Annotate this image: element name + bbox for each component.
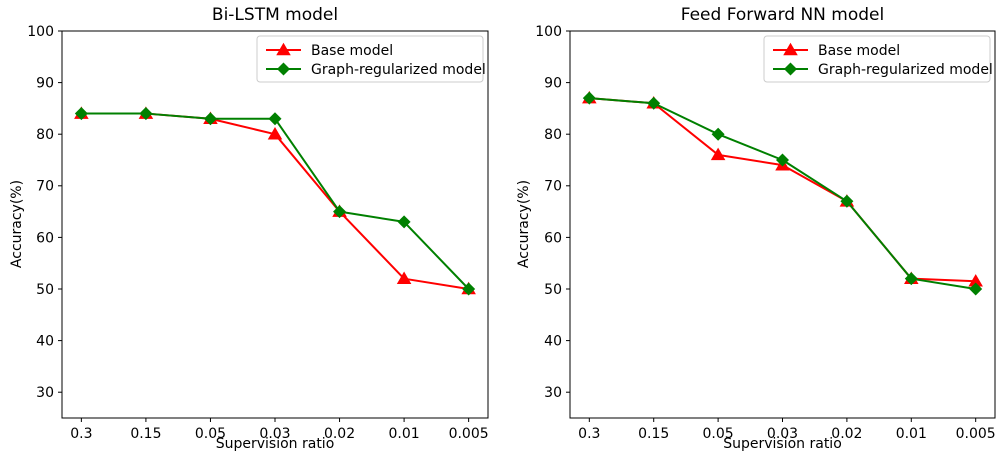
x-tick-label: 0.3 xyxy=(70,426,92,442)
legend-entry-label: Base model xyxy=(311,43,393,59)
x-tick-label: 0.03 xyxy=(259,426,290,442)
series-marker xyxy=(396,271,412,284)
legend-box xyxy=(763,35,991,83)
series-marker xyxy=(139,107,153,121)
y-tick-label: 50 xyxy=(36,282,54,298)
y-tick-label: 70 xyxy=(544,179,562,195)
series-marker xyxy=(268,112,282,126)
legend-box xyxy=(256,35,484,83)
series-marker xyxy=(969,282,983,296)
x-tick-label: 0.03 xyxy=(767,426,798,442)
series-marker xyxy=(397,215,411,229)
series-line xyxy=(589,97,976,283)
series-marker xyxy=(775,153,790,167)
x-tick-label: 0.02 xyxy=(324,426,355,442)
series-marker xyxy=(710,147,726,161)
legend-entry-label: Base model xyxy=(818,43,900,59)
legend-marker xyxy=(276,42,291,56)
y-tick-label: 50 xyxy=(544,282,562,298)
series-marker xyxy=(74,107,88,121)
y-tick-label: 90 xyxy=(36,76,54,92)
y-tick-label: 70 xyxy=(36,179,54,195)
plot-border xyxy=(61,30,489,419)
x-axis-label: Supervision ratio xyxy=(215,436,335,452)
x-tick-label: 0.01 xyxy=(896,426,927,442)
plot-border xyxy=(569,30,996,419)
series-marker xyxy=(904,272,918,286)
series-marker xyxy=(711,127,725,141)
subplot-bilstm: 30 40 50 60 70 80 90 100 0.3 0.15 0.05 0.03 0.02 0.01… xyxy=(9,5,489,452)
legend-entry-label: Graph-regularized model xyxy=(311,62,486,78)
legend-entry-label: Graph-regularized model xyxy=(818,62,993,78)
series-marker xyxy=(582,91,596,105)
series-marker xyxy=(203,112,217,126)
series-marker xyxy=(462,282,476,296)
x-tick-label: 0.005 xyxy=(449,426,489,442)
legend-marker xyxy=(783,42,798,56)
series-marker xyxy=(333,205,347,219)
plot-area-bilstm: 30 40 50 60 70 80 90 100 0.3 0.15 0.05 0.03 0.02 0.01… xyxy=(27,24,489,442)
x-tick-label: 0.15 xyxy=(638,426,669,442)
y-tick-label: 80 xyxy=(544,127,562,143)
y-tick-label: 30 xyxy=(36,385,54,401)
chart-title: Bi-LSTM model xyxy=(211,5,339,25)
x-tick-label: 0.005 xyxy=(956,426,996,442)
y-tick-label: 40 xyxy=(36,334,54,350)
x-tick-label: 0.05 xyxy=(703,426,734,442)
series-line xyxy=(589,97,976,290)
series-line xyxy=(81,112,470,290)
x-tick-label: 0.01 xyxy=(389,426,420,442)
series-marker xyxy=(840,194,854,208)
y-tick-label: 30 xyxy=(544,385,562,401)
x-axis-label: Supervision ratio xyxy=(723,436,842,452)
series-marker xyxy=(647,96,661,110)
subplot-feedforward: 30 40 50 60 70 80 90 100 0.3 0.15 0.05 0.03 0.02 0.01… xyxy=(503,0,1006,470)
y-tick-label: 40 xyxy=(544,334,562,350)
series-marker xyxy=(267,127,283,140)
legend-marker xyxy=(783,62,798,76)
x-tick-label: 0.3 xyxy=(578,426,600,442)
y-axis-label: Accuracy(%) xyxy=(516,179,532,269)
y-tick-label: 100 xyxy=(27,24,54,40)
y-axis-label: Accuracy(%) xyxy=(9,179,25,269)
legend-marker xyxy=(276,62,291,76)
y-tick-label: 60 xyxy=(36,230,54,246)
chart-title: Feed Forward NN model xyxy=(680,5,885,25)
y-tick-label: 60 xyxy=(544,230,562,246)
x-tick-label: 0.15 xyxy=(130,426,161,442)
series-line xyxy=(81,112,469,290)
x-tick-label: 0.02 xyxy=(831,426,862,442)
plot-area-feedforward: 30 40 50 60 70 80 90 100 0.3 0.15 0.05 0.03 0.02 0.01… xyxy=(535,24,996,442)
y-tick-label: 100 xyxy=(535,24,562,40)
y-tick-label: 80 xyxy=(36,127,54,143)
y-tick-label: 90 xyxy=(544,76,562,92)
x-tick-label: 0.05 xyxy=(195,426,226,442)
